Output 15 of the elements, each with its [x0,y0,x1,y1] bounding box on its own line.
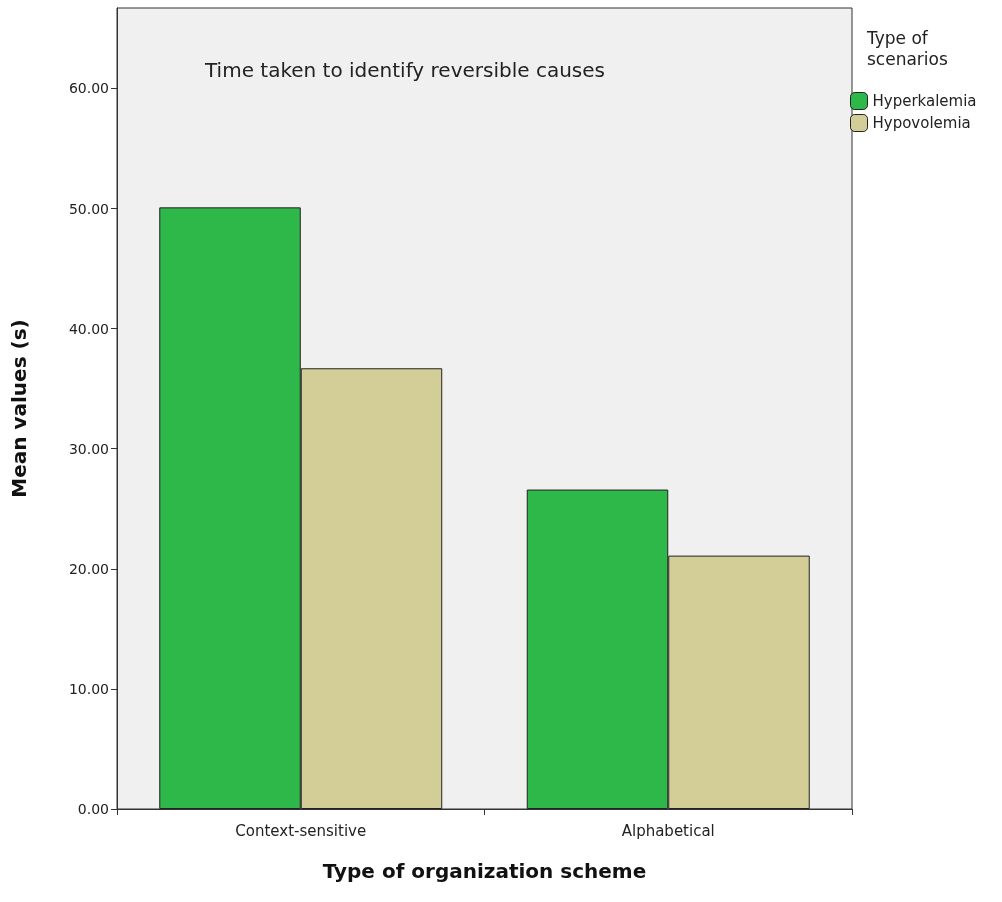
x-tick-label: Alphabetical [621,821,715,840]
y-tick-label: 30.00 [68,440,109,457]
y-tick-label: 0.00 [77,801,109,817]
legend-label: Hyperkalemia [872,92,977,110]
y-tick-label: 10.00 [68,680,109,697]
y-axis-title: Mean values (s) [7,319,31,498]
legend-title: Type of scenarios [866,27,948,69]
legend-label: Hypovolemia [872,114,971,132]
y-tick-label: 50.00 [68,200,109,217]
y-tick-label: 60.00 [68,80,109,97]
y-tick-label: 20.00 [68,560,109,577]
y-tick-label: 40.00 [68,320,109,337]
x-tick-label: Context-sensitive [235,821,367,840]
text: Time taken to identify reversible causes [204,58,605,82]
x-axis-title: Type of organization scheme [322,859,647,883]
